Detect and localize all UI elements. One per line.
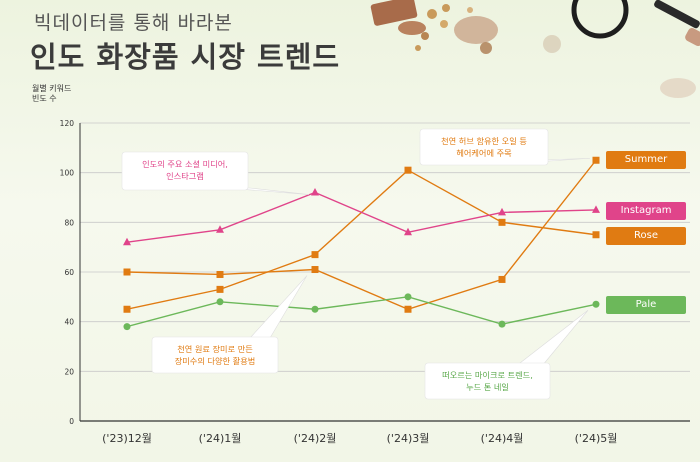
data-point-summer	[216, 285, 224, 293]
series-line-pale	[126, 296, 597, 328]
x-tick-label: ('24)1월	[199, 432, 242, 445]
data-point-instagram	[123, 237, 131, 246]
callout-background	[121, 151, 249, 191]
callout-background	[419, 128, 549, 166]
callout-box: 인도의 주요 소셜 미디어, 인스타그램	[121, 151, 310, 195]
series-line-summer	[126, 169, 597, 310]
data-point-instagram	[498, 207, 506, 216]
x-tick-layer: ('23)12월 ('24)1월 ('24)2월 ('24)3월 ('24)4월 ('24…	[102, 432, 617, 445]
x-tick-label: ('23)12월	[102, 432, 152, 445]
y-tick-label: 80	[64, 218, 74, 227]
callout-background	[151, 336, 279, 374]
data-point-rose	[498, 275, 506, 283]
marker-layer	[123, 156, 600, 331]
data-point-summer	[498, 218, 506, 226]
series-tag-pale: Pale	[606, 296, 686, 314]
page-subtitle: 빅데이터를 통해 바라본	[34, 12, 233, 34]
data-point-summer	[592, 231, 600, 239]
callout-text: 인도의 주요 소셜 미디어, 인스타그램	[142, 159, 228, 181]
data-point-summer	[123, 305, 131, 313]
series-line-instagram	[126, 191, 597, 243]
y-axis-label: 월별 키워드 빈도 수	[32, 84, 72, 103]
callout-background	[424, 362, 551, 400]
line-layer	[126, 159, 597, 328]
x-tick-label: ('24)4월	[481, 432, 524, 445]
y-tick-label: 100	[60, 169, 75, 178]
y-tick-label: 0	[69, 417, 74, 426]
y-tick-label: 120	[60, 119, 75, 128]
data-point-rose	[311, 266, 319, 274]
callout-box: 천연 허브 함유한 오일 등 헤어케어에 주목	[419, 128, 591, 166]
callout-text: 천연 원료 장미로 만든 장미수의 다양한 활용법	[175, 344, 256, 366]
series-line-rose	[126, 159, 597, 310]
data-point-instagram	[311, 188, 319, 196]
callout-layer: 인도의 주요 소셜 미디어, 인스타그램 천연 허브 함유한 오일 등 헤어케어에 주…	[121, 128, 591, 400]
series-tag-rose: Rose	[606, 227, 686, 245]
y-tick-label: 60	[64, 268, 74, 277]
data-point-summer	[404, 166, 412, 174]
data-point-instagram	[404, 227, 412, 236]
series-tag-instagram: Instagram	[606, 202, 686, 220]
callout-text: 천연 허브 함유한 오일 등 헤어케어에 주목	[441, 136, 527, 158]
data-point-pale	[123, 323, 131, 331]
data-point-pale	[216, 298, 224, 306]
data-point-pale	[311, 305, 319, 313]
data-point-pale	[592, 300, 600, 308]
series-tag-summer: Summer	[606, 151, 686, 169]
callout-text: 떠오르는 마이크로 트렌드, 누드 톤 네일	[442, 370, 533, 392]
callout-pointer	[249, 275, 308, 339]
y-tick-label: 40	[64, 318, 74, 327]
y-tick-label: 20	[64, 367, 74, 376]
callout-box: 천연 원료 장미로 만든 장미수의 다양한 활용법	[151, 275, 308, 374]
data-point-instagram	[592, 205, 600, 213]
x-tick-label: ('24)2월	[294, 432, 337, 445]
page-title: 인도 화장품 시장 트렌드	[30, 40, 341, 74]
x-tick-label: ('24)5월	[575, 432, 618, 445]
data-point-rose	[592, 156, 600, 164]
data-point-rose	[123, 268, 131, 276]
data-point-rose	[404, 305, 412, 313]
data-point-pale	[404, 293, 412, 301]
data-point-summer	[311, 251, 319, 259]
data-point-instagram	[216, 225, 224, 233]
x-tick-label: ('24)3월	[387, 432, 430, 445]
callout-box: 떠오르는 마이크로 트렌드, 누드 톤 네일	[424, 310, 589, 400]
data-point-rose	[216, 270, 224, 278]
data-point-pale	[498, 320, 506, 328]
